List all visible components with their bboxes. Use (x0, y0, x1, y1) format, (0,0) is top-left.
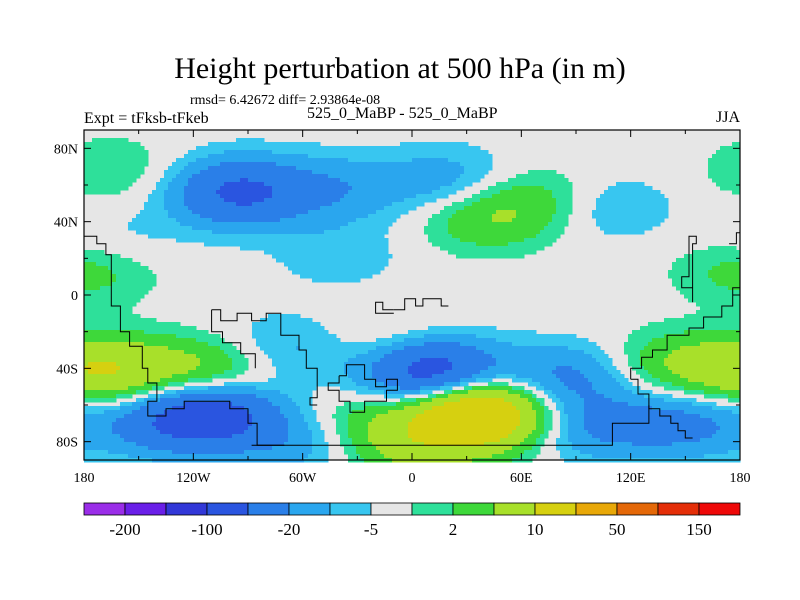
field-raster (84, 138, 741, 463)
colorbar-swatch (534, 502, 577, 516)
colorbar-swatch (452, 502, 495, 516)
coastline-4 (327, 364, 398, 413)
colorbar-label: -5 (364, 520, 378, 539)
colorbar-swatch (329, 502, 372, 516)
coastline-3 (211, 309, 256, 369)
colorbar-swatch (657, 502, 700, 516)
chart-title: Height perturbation at 500 hPa (in m) (174, 52, 626, 85)
colorbar-swatch (206, 502, 249, 516)
season-label: JJA (716, 109, 741, 126)
colorbar-label: -100 (191, 520, 222, 539)
coastline-6 (375, 301, 394, 314)
colorbar-swatch (698, 502, 741, 516)
coastline-7 (251, 405, 650, 446)
colorbar-swatch (493, 502, 536, 516)
colorbar-label: 50 (609, 520, 626, 539)
y-tick-label: 80S (56, 436, 78, 451)
colorbar-swatch (288, 502, 331, 516)
colorbar-swatch (124, 502, 167, 516)
experiment-label: Expt = tFksb-tFkeb (84, 110, 209, 127)
x-tick-label: 120W (176, 471, 211, 486)
x-tick-label: 60E (510, 471, 533, 486)
x-tick-label: 180 (74, 471, 95, 486)
colorbar-label: 150 (686, 520, 712, 539)
coastline-9 (630, 378, 693, 439)
stats-label: rmsd= 6.42672 diff= 2.93864e-08 (190, 93, 381, 108)
colorbar-swatch (411, 502, 454, 516)
y-tick-label: 0 (71, 289, 78, 304)
coastline-1 (84, 235, 285, 446)
y-tick-label: 40N (54, 216, 78, 231)
coastline-5 (393, 298, 449, 311)
colorbar-swatch (165, 502, 208, 516)
colorbar-swatch (616, 502, 659, 516)
x-tick-label: 0 (409, 471, 416, 486)
case-label: 525_0_MaBP - 525_0_MaBP (307, 105, 498, 122)
x-tick-label: 120E (616, 471, 646, 486)
coastline-11 (729, 232, 740, 245)
y-tick-label: 80N (54, 142, 78, 157)
colorbar-swatch (83, 502, 126, 516)
coastline-10 (681, 235, 697, 303)
coastline-8 (630, 287, 740, 380)
colorbar-label: 10 (527, 520, 544, 539)
coastline-2 (211, 309, 318, 406)
colorbar-swatch (575, 502, 618, 516)
x-tick-label: 180 (730, 471, 751, 486)
y-tick-label: 40S (56, 362, 78, 377)
colorbar-swatch (247, 502, 290, 516)
colorbar-label: 2 (449, 520, 458, 539)
colorbar-label: -200 (109, 520, 140, 539)
colorbar-label: -20 (278, 520, 301, 539)
x-tick-label: 60W (289, 471, 317, 486)
colorbar-swatch (370, 502, 413, 516)
